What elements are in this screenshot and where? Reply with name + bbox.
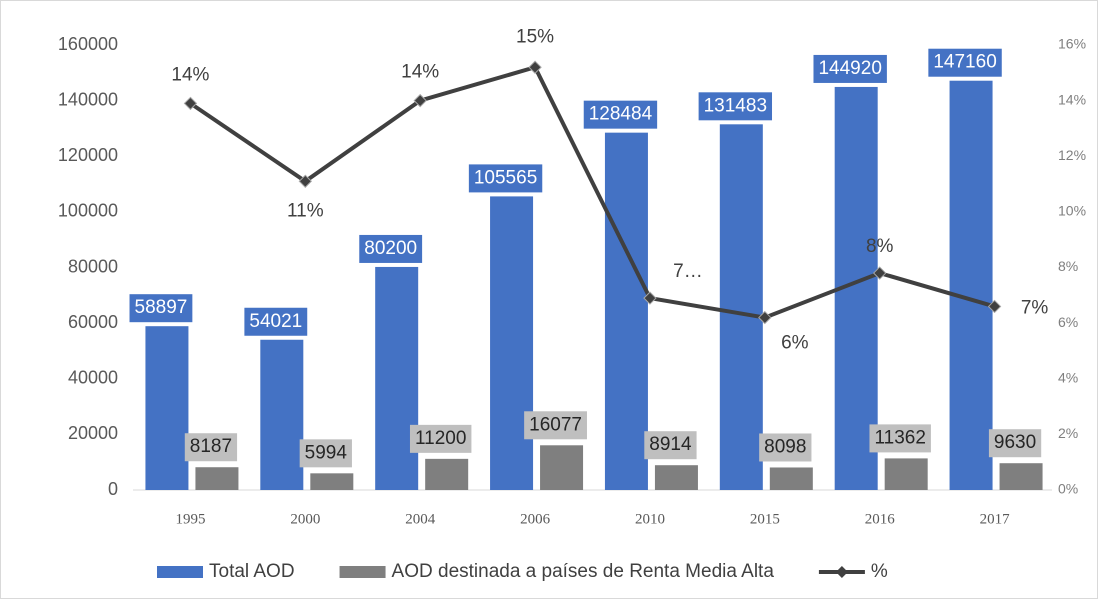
bar: [719, 124, 763, 491]
value-label-box: [928, 48, 1002, 77]
bar: [260, 339, 304, 490]
value-label-box: [299, 439, 352, 468]
legend-swatch: [339, 566, 386, 578]
legend-label: AOD destinada a países de Renta Media Al…: [392, 561, 775, 582]
bar: [425, 458, 469, 490]
legend-swatch: [157, 566, 203, 578]
value-label-box: [813, 54, 887, 83]
legend-label: Total AOD: [209, 561, 295, 582]
bar: [654, 465, 698, 490]
value-label-box: [869, 424, 931, 453]
value-label: 7%: [1021, 297, 1049, 318]
value-label: 128484: [589, 104, 653, 125]
line-marker: [872, 266, 887, 280]
bar: [145, 326, 189, 490]
value-label-box: [644, 431, 697, 460]
y2-tick-label: 12%: [1058, 147, 1086, 163]
y2-tick-label: 2%: [1058, 425, 1078, 441]
value-label: 9630: [994, 432, 1036, 453]
value-label: 15%: [516, 26, 554, 47]
line-marker: [987, 299, 1002, 314]
bar: [999, 463, 1043, 490]
value-label-box: [409, 424, 472, 453]
x-tick-label: 1995: [175, 511, 205, 527]
value-label: 54021: [249, 311, 302, 332]
value-label: 8098: [764, 436, 806, 457]
value-label: 7…: [673, 261, 703, 282]
value-label-box: [184, 433, 238, 462]
bar: [949, 80, 993, 491]
x-tick-label: 2015: [750, 511, 780, 527]
value-label: 105565: [474, 167, 537, 188]
value-label-box: [359, 234, 423, 263]
x-tick-label: 2017: [980, 511, 1011, 527]
value-label-box: [129, 294, 193, 323]
bar: [604, 132, 648, 490]
y-tick-label: 60000: [68, 312, 118, 332]
x-tick-label: 2000: [290, 511, 320, 527]
value-label: 8187: [190, 436, 232, 457]
value-label-box: [524, 411, 587, 440]
x-tick-label: 2010: [635, 511, 665, 527]
value-label-box: [988, 429, 1042, 458]
y-tick-label: 160000: [58, 34, 118, 54]
bar: [884, 458, 928, 490]
y2-tick-label: 6%: [1058, 314, 1078, 330]
line-marker: [643, 291, 657, 305]
value-label: 16077: [529, 414, 582, 435]
line: [189, 64, 996, 320]
line-marker: [298, 174, 313, 188]
y2-tick-label: 4%: [1058, 369, 1078, 385]
legend-swatch-marker: [835, 566, 848, 578]
value-label-box: [583, 100, 658, 129]
x-tick-label: 2004: [405, 511, 436, 527]
y-tick-label: 40000: [68, 368, 118, 388]
y-tick-label: 0: [108, 479, 118, 499]
y2-tick-label: 10%: [1058, 203, 1086, 219]
value-label: 8%: [866, 236, 894, 257]
line-marker: [528, 60, 542, 74]
line-marker: [183, 96, 198, 111]
bar: [769, 467, 813, 490]
y-tick-label: 140000: [58, 89, 118, 109]
y2-tick-label: 8%: [1058, 258, 1078, 274]
value-label: 14%: [401, 62, 439, 83]
value-label-box: [759, 433, 812, 462]
value-label-box: [244, 307, 308, 336]
y-tick-label: 80000: [68, 256, 118, 276]
value-label: 11%: [287, 200, 324, 221]
bar: [540, 445, 584, 490]
y2-tick-label: 0%: [1058, 481, 1078, 497]
x-tick-label: 2016: [865, 511, 896, 527]
y-tick-label: 100000: [58, 201, 118, 221]
value-label: 144920: [818, 58, 881, 79]
value-label: 131483: [704, 95, 767, 116]
value-label: 58897: [135, 297, 188, 318]
y-tick-label: 120000: [58, 145, 118, 165]
value-label: 11200: [415, 428, 466, 449]
value-label: 11362: [874, 427, 925, 448]
bar: [195, 467, 239, 490]
value-label-box: [698, 92, 773, 121]
value-label: 80200: [364, 238, 417, 259]
value-label-box: [468, 164, 543, 193]
bar: [375, 266, 419, 490]
y2-tick-label: 14%: [1058, 91, 1086, 107]
value-label: 14%: [171, 64, 209, 85]
value-label: 6%: [781, 333, 809, 354]
value-label: 147160: [933, 52, 996, 73]
value-label: 5994: [305, 442, 348, 463]
y2-tick-label: 16%: [1058, 36, 1086, 52]
line-marker: [413, 93, 427, 108]
value-label: 8914: [649, 434, 692, 455]
x-tick-label: 2006: [520, 511, 551, 527]
line-marker: [758, 310, 772, 325]
legend-label: %: [871, 561, 888, 582]
bar: [490, 196, 534, 490]
y-tick-label: 20000: [68, 423, 118, 443]
bar: [310, 473, 354, 490]
